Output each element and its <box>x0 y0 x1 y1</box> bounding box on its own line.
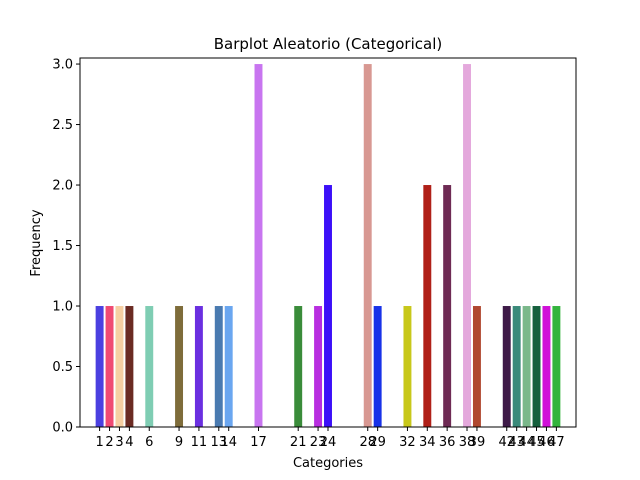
x-tick-label: 29 <box>369 435 386 450</box>
bar-6 <box>145 306 154 427</box>
x-tick-label: 21 <box>290 435 307 450</box>
bar-45 <box>532 306 541 427</box>
x-tick-label: 38 <box>459 435 476 450</box>
x-tick-label: 44 <box>518 435 535 450</box>
bar-23 <box>314 306 323 427</box>
x-tick-label: 17 <box>250 435 267 450</box>
x-tick-label: 1 <box>95 435 103 450</box>
bar-46 <box>542 306 551 427</box>
y-axis-label: Frequency <box>29 209 44 276</box>
x-tick-label: 13 <box>210 435 227 450</box>
x-tick-label: 28 <box>359 435 376 450</box>
x-axis-label: Categories <box>293 456 363 471</box>
bar-2 <box>105 306 114 427</box>
bar-42 <box>502 306 511 427</box>
y-tick-label: 0.0 <box>52 421 73 436</box>
y-tick-label: 3.0 <box>52 58 73 73</box>
y-tick-label: 2.0 <box>52 179 73 194</box>
bar-44 <box>522 306 531 427</box>
bar-28 <box>363 64 372 428</box>
x-tick-label: 46 <box>538 435 555 450</box>
x-tick-label: 6 <box>145 435 153 450</box>
bar-3 <box>115 306 124 427</box>
x-tick-label: 39 <box>469 435 486 450</box>
bar-1 <box>95 306 104 427</box>
bar-14 <box>224 306 233 427</box>
x-tick-label: 3 <box>115 435 123 450</box>
bar-21 <box>294 306 303 427</box>
bar-38 <box>463 64 471 428</box>
chart-title: Barplot Aleatorio (Categorical) <box>214 35 442 53</box>
y-tick-label: 0.5 <box>52 360 73 375</box>
bar-4 <box>125 306 134 427</box>
x-tick-label: 2 <box>105 435 113 450</box>
bar-13 <box>214 306 223 427</box>
x-tick-label: 4 <box>125 435 133 450</box>
y-tick-label: 2.5 <box>52 118 73 133</box>
bar-11 <box>194 306 203 427</box>
x-tick-label: 36 <box>439 435 456 450</box>
bars-group <box>95 64 561 428</box>
bar-9 <box>175 306 184 427</box>
bar-24 <box>324 185 332 427</box>
y-tick-label: 1.5 <box>52 239 73 254</box>
bar-34 <box>423 185 432 427</box>
bar-17 <box>254 64 263 428</box>
x-tick-label: 24 <box>320 435 337 450</box>
x-tick-label: 45 <box>528 435 545 450</box>
x-tick-label: 11 <box>191 435 208 450</box>
x-tick-label: 43 <box>508 435 525 450</box>
bar-47 <box>552 306 561 427</box>
x-tick-label: 9 <box>175 435 183 450</box>
x-tick-label: 34 <box>419 435 436 450</box>
x-tick-label: 32 <box>399 435 416 450</box>
x-tick-label: 47 <box>548 435 565 450</box>
x-tick-label: 23 <box>310 435 327 450</box>
bar-39 <box>472 306 481 427</box>
x-tick-label: 14 <box>220 435 237 450</box>
y-axis-ticks: 0.0 0.5 1.0 1.5 2.0 2.5 3.0 <box>52 58 80 436</box>
bar-29 <box>373 306 382 427</box>
x-tick-label: 42 <box>498 435 515 450</box>
bar-36 <box>443 185 452 427</box>
y-tick-label: 1.0 <box>52 300 73 315</box>
bar-43 <box>512 306 521 427</box>
bar-32 <box>403 306 412 427</box>
